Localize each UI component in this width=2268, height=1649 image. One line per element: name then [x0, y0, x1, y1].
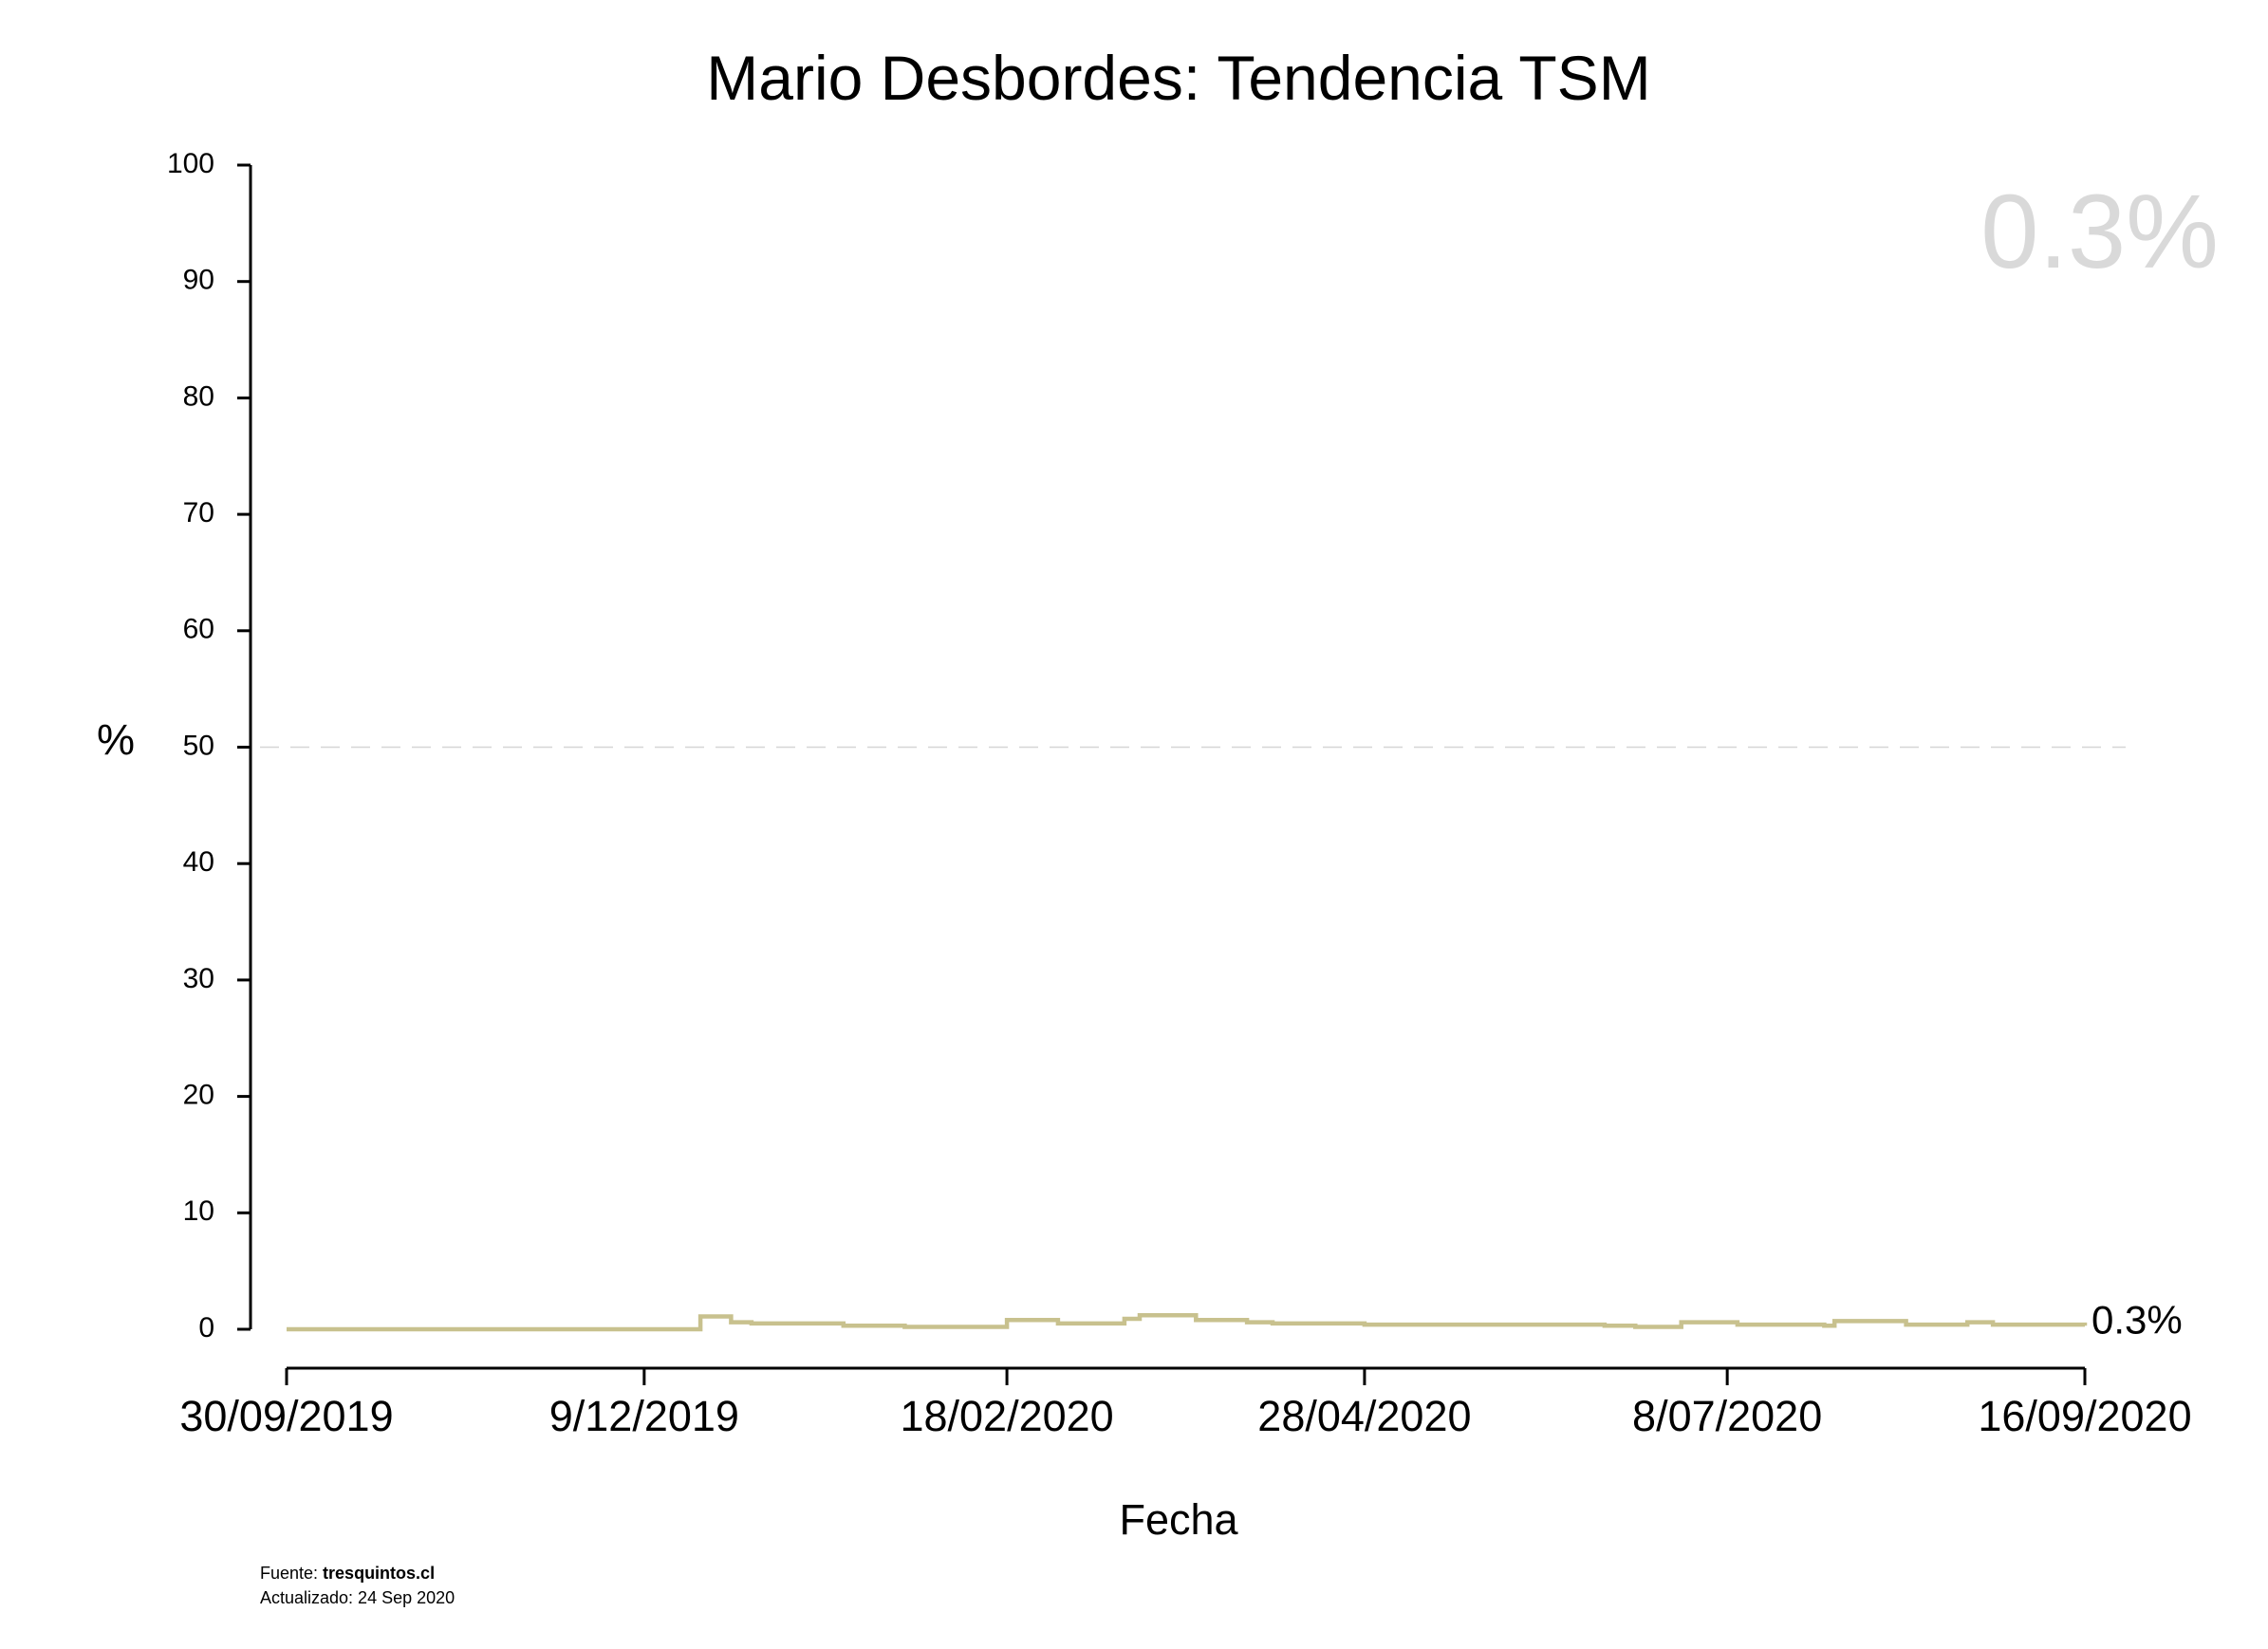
- series-end-label: 0.3%: [2091, 1297, 2183, 1342]
- x-tick-label: 9/12/2019: [549, 1392, 739, 1440]
- source-note: Fuente: tresquintos.cl: [260, 1564, 435, 1583]
- current-value-watermark: 0.3%: [1980, 174, 2219, 290]
- x-axis-label: Fecha: [1119, 1495, 1238, 1544]
- x-tick-label: 8/07/2020: [1632, 1392, 1822, 1440]
- x-tick-label: 16/09/2020: [1978, 1392, 2191, 1440]
- updated-note: Actualizado: 24 Sep 2020: [260, 1588, 455, 1607]
- x-tick-label: 28/04/2020: [1257, 1392, 1471, 1440]
- y-tick-label: 30: [183, 963, 214, 994]
- series-group: [286, 1313, 2088, 1332]
- series-line: [287, 1313, 2088, 1332]
- x-axis: 30/09/2019 9/12/2019 18/02/2020 28/04/2020 8…: [179, 1366, 2192, 1440]
- x-tick-label: 18/02/2020: [900, 1392, 1113, 1440]
- y-tick-label: 60: [183, 614, 214, 645]
- y-axis-label: %: [97, 715, 135, 764]
- y-tick-label: 0: [198, 1312, 214, 1343]
- y-axis: 0 10 20 30 40 50 60 70 80 90 100: [167, 148, 252, 1343]
- y-tick-label: 20: [183, 1080, 214, 1111]
- source-site: tresquintos.cl: [323, 1564, 435, 1583]
- x-tick-label: 30/09/2019: [179, 1392, 393, 1440]
- chart-title: Mario Desbordes: Tendencia TSM: [706, 43, 1650, 113]
- y-tick-label: 100: [167, 148, 214, 179]
- y-tick-label: 80: [183, 380, 214, 412]
- y-tick-label: 40: [183, 846, 214, 878]
- y-tick-label: 70: [183, 497, 214, 528]
- source-prefix: Fuente:: [260, 1564, 323, 1583]
- y-tick-label: 10: [183, 1195, 214, 1227]
- y-tick-label: 50: [183, 730, 214, 761]
- y-tick-label: 90: [183, 265, 214, 296]
